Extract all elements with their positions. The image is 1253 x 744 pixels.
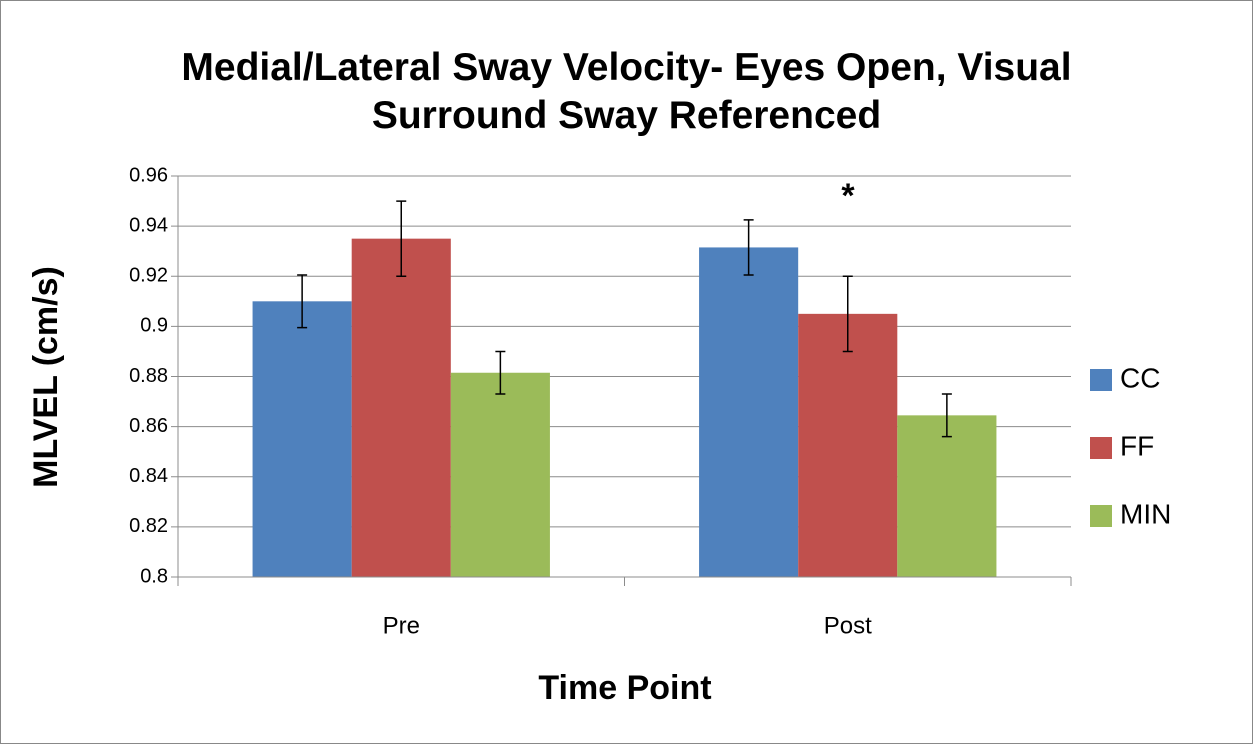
y-tick-label: 0.82 [129,515,168,537]
y-axis-label: MLVEL (cm/s) [27,266,65,488]
legend-swatch [1090,437,1112,459]
y-tick-label: 0.9 [140,315,168,337]
bar [450,372,550,577]
y-tick-label: 0.92 [129,265,168,287]
error-bar [396,200,407,277]
significance-annotation: * [841,177,855,215]
error-bar [941,393,952,438]
y-tick-label: 0.88 [129,365,168,387]
y-tick-label: 0.96 [129,164,168,186]
error-bar [842,275,853,353]
legend-label: FF [1120,430,1154,461]
y-tick-label: 0.84 [129,465,168,487]
legend-swatch [1090,505,1112,527]
error-bar [297,274,308,329]
x-axis-label: Time Point [538,669,711,707]
bar [699,247,799,577]
bar [798,313,898,577]
x-tick-label: Post [824,612,872,639]
legend-swatch [1090,369,1112,391]
error-bar [495,350,506,395]
chart-title: Medial/Lateral Sway Velocity- Eyes Open,… [181,46,1072,137]
legend-label: MIN [1120,498,1171,529]
legend-label: CC [1120,362,1160,393]
error-bar [743,219,754,276]
y-tick-label: 0.8 [140,565,168,587]
x-tick-label: Pre [383,612,420,639]
y-tick-label: 0.86 [129,415,168,437]
bar [897,415,997,577]
y-tick-label: 0.94 [129,214,168,236]
bar [351,238,451,577]
bar [252,301,352,577]
